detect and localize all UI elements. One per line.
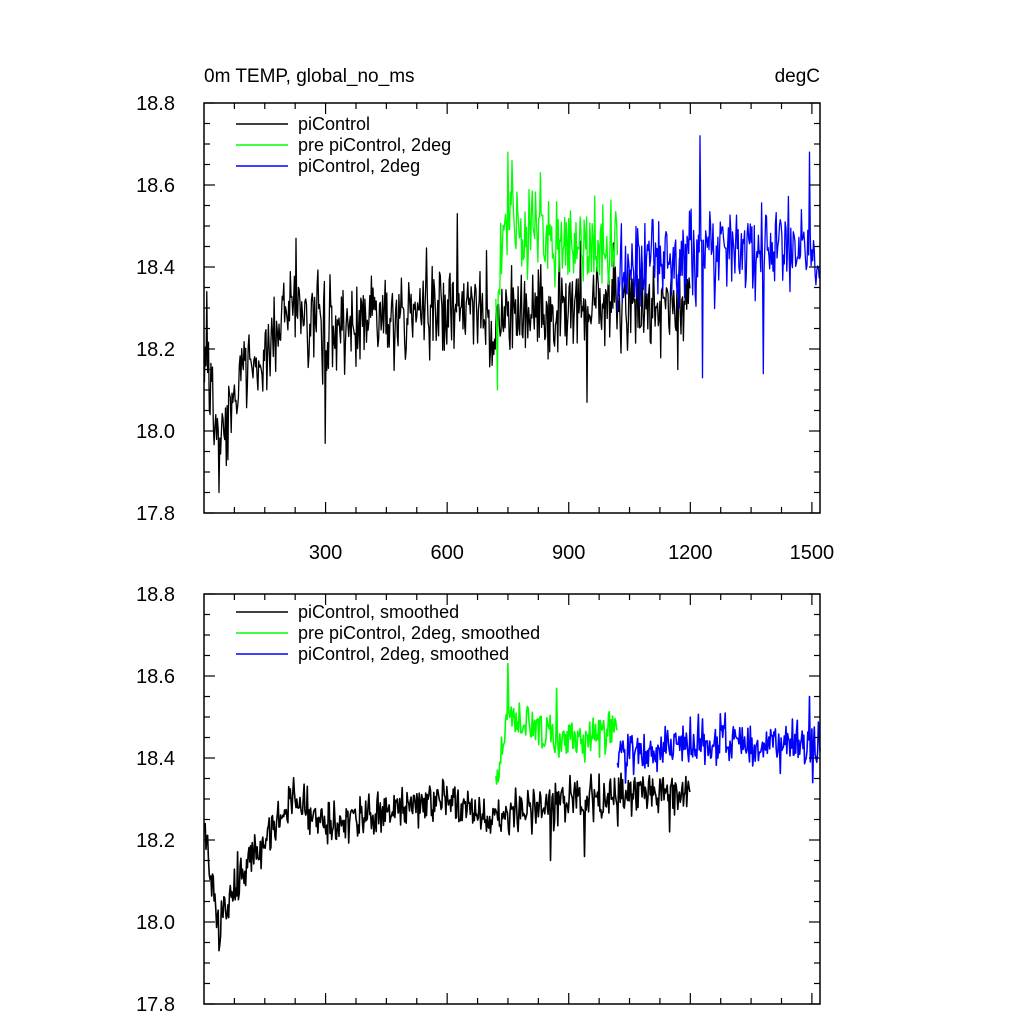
y-tick-label: 18.6	[136, 175, 175, 197]
bottom-plot-area	[203, 662, 821, 952]
legend-label: piControl, 2deg, smoothed	[298, 644, 509, 664]
x-tick-label: 300	[309, 542, 342, 564]
top-units: degC	[775, 66, 820, 87]
top-title: 0m TEMP, global_no_ms	[204, 66, 415, 87]
top-axes: 17.8 18.0 18.2 18.4 18.6 18.8 300 600 900 1200 150…	[136, 93, 834, 564]
series-line-picontrol	[203, 213, 691, 494]
bottom-panel: 17.8 18.0 18.2 18.4 18.6 18.8 piControl, smoo…	[136, 584, 821, 1016]
x-tick-label: 1200	[668, 542, 713, 564]
top-plot-area	[203, 135, 821, 494]
legend-label: pre piControl, 2deg	[298, 135, 451, 155]
bottom-axes: 17.8 18.0 18.2 18.4 18.6 18.8	[136, 584, 821, 1016]
y-tick-label: 18.6	[136, 666, 175, 688]
legend-label: piControl, smoothed	[298, 602, 459, 622]
top-panel: 0m TEMP, global_no_ms degC 17.818.018.21…	[136, 66, 834, 564]
y-tick-label: 18.0	[136, 912, 175, 934]
series-line-pre-picontrol-2deg	[495, 151, 619, 391]
y-tick-label: 18.4	[136, 748, 175, 770]
legend-label: piControl	[298, 114, 370, 134]
x-tick-label: 900	[552, 542, 585, 564]
series-line-picontrol-smoothed	[203, 772, 691, 952]
legend-label: piControl, 2deg	[298, 156, 420, 176]
y-tick-label: 18.2	[136, 339, 175, 361]
y-tick-label: 18.4	[136, 257, 175, 279]
y-tick-label: 18.0	[136, 421, 175, 443]
legend-label: pre piControl, 2deg, smoothed	[298, 623, 540, 643]
y-tick-label: 18.8	[136, 584, 175, 606]
y-tick-label: 17.8	[136, 994, 175, 1016]
series-line-picontrol-2deg-smoothed	[616, 695, 821, 784]
series-line-picontrol-2deg	[616, 135, 821, 379]
x-tick-label: 600	[430, 542, 463, 564]
y-tick-label: 18.8	[136, 93, 175, 115]
y-tick-label: 18.2	[136, 830, 175, 852]
y-tick-label: 17.8	[136, 503, 175, 525]
series-line-pre-picontrol-2deg-smoothed	[495, 662, 619, 785]
x-tick-label: 1500	[790, 542, 835, 564]
